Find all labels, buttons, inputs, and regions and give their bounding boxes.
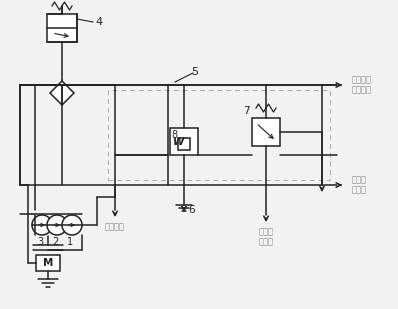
Circle shape [47, 215, 67, 235]
Text: 5: 5 [191, 67, 199, 77]
Text: 8: 8 [171, 130, 177, 140]
Text: 至变速
离合器: 至变速 离合器 [258, 227, 273, 246]
Text: 至转向制
动离合器: 至转向制 动离合器 [352, 75, 372, 95]
Text: 6: 6 [188, 205, 195, 215]
Polygon shape [50, 81, 74, 105]
Text: 2: 2 [52, 237, 58, 247]
Bar [170, 128, 198, 155]
Text: M: M [43, 258, 53, 268]
Bar [47, 14, 77, 42]
Bar [108, 90, 330, 180]
Text: 7: 7 [243, 106, 250, 116]
Text: 1: 1 [67, 237, 73, 247]
Text: 4: 4 [95, 17, 102, 27]
Bar [178, 138, 190, 150]
Text: 至后桥
润活滑: 至后桥 润活滑 [352, 175, 367, 195]
Bar [252, 118, 280, 146]
Text: 3: 3 [37, 237, 43, 247]
Text: W: W [173, 137, 185, 147]
Text: 至变矩器: 至变矩器 [105, 222, 125, 231]
Circle shape [32, 215, 52, 235]
Circle shape [62, 215, 82, 235]
Bar [36, 255, 60, 271]
